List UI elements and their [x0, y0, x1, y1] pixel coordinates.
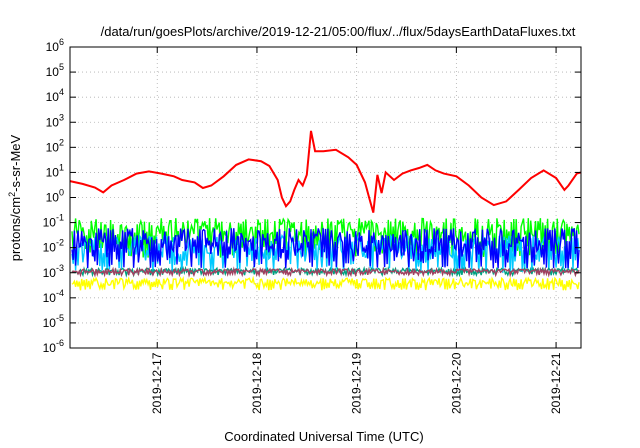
y-axis-label-prefix: protons/cm — [8, 197, 23, 261]
y-tick-label-base: 10 — [43, 291, 57, 305]
y-axis-label-sup: 2 — [7, 192, 17, 197]
series-group — [69, 130, 582, 292]
y-tick-label-exp: 3 — [59, 112, 64, 122]
y-tick-label-exp: 1 — [59, 162, 64, 172]
y-tick-label: 104 — [46, 87, 64, 104]
series-band-line-4 — [71, 275, 580, 292]
y-tick-label-base: 10 — [43, 316, 57, 330]
y-tick-label-exp: 2 — [59, 137, 64, 147]
plot-frame — [69, 46, 582, 349]
y-tick-label-base: 10 — [43, 216, 57, 230]
y-tick-label-exp: 0 — [59, 188, 64, 198]
x-tick-label: 2019-12-20 — [449, 352, 463, 414]
y-tick-label-exp: -2 — [56, 238, 64, 248]
y-tick-label-exp: 4 — [59, 87, 64, 97]
x-axis: 2019-12-17 2019-12-18 2019-12-19 2019-12-20… — [150, 47, 563, 414]
chart-title: /data/run/goesPlots/archive/2019-12-21/0… — [101, 24, 576, 39]
y-tick-label-exp: -5 — [56, 313, 64, 323]
y-tick-label-base: 10 — [46, 90, 60, 104]
y-tick-label: 10-3 — [43, 263, 64, 280]
series-band-line-6 — [71, 266, 580, 278]
y-tick-label-exp: 6 — [59, 37, 64, 47]
y-tick-label: 102 — [46, 137, 64, 154]
y-tick-label: 10-6 — [43, 338, 64, 355]
x-tick-label: 2019-12-17 — [150, 352, 164, 414]
y-tick-label: 10-2 — [43, 238, 64, 255]
y-tick-label: 10-4 — [43, 288, 64, 305]
y-tick-label-base: 10 — [46, 140, 60, 154]
y-tick-label-base: 10 — [46, 165, 60, 179]
y-tick-label-exp: 5 — [59, 62, 64, 72]
x-tick-label: 2019-12-18 — [250, 352, 264, 414]
y-tick-label-exp: -3 — [56, 263, 64, 273]
y-tick-label-base: 10 — [43, 341, 57, 355]
grid — [70, 47, 581, 348]
y-tick-label-base: 10 — [43, 241, 57, 255]
y-tick-label-exp: -1 — [56, 213, 64, 223]
y-tick-label: 100 — [46, 188, 64, 205]
y-tick-label-base: 10 — [46, 40, 60, 54]
x-tick-label: 2019-12-21 — [549, 352, 563, 414]
series-band-line-3 — [71, 227, 580, 269]
y-tick-label: 106 — [46, 37, 64, 54]
y-axis-label: protons/cm2-s-sr-MeV — [7, 134, 23, 261]
y-tick-label: 10-1 — [43, 213, 64, 230]
x-tick-label: 2019-12-19 — [350, 352, 364, 414]
y-tick-label-exp: -6 — [56, 338, 64, 348]
series-line-red — [69, 130, 582, 213]
y-tick-label-base: 10 — [43, 266, 57, 280]
y-tick-label: 103 — [46, 112, 64, 129]
y-axis-label-suffix: -s-sr-MeV — [8, 134, 23, 191]
y-tick-label-exp: -4 — [56, 288, 64, 298]
y-tick-label: 10-5 — [43, 313, 64, 330]
x-axis-label: Coordinated Universal Time (UTC) — [224, 429, 423, 444]
y-axis: 10-610-510-410-310-210-11001011021031041… — [43, 37, 581, 355]
y-tick-label: 105 — [46, 62, 64, 79]
y-tick-label: 101 — [46, 162, 64, 179]
y-tick-label-base: 10 — [46, 65, 60, 79]
y-tick-label-base: 10 — [46, 191, 60, 205]
y-tick-label-base: 10 — [46, 115, 60, 129]
